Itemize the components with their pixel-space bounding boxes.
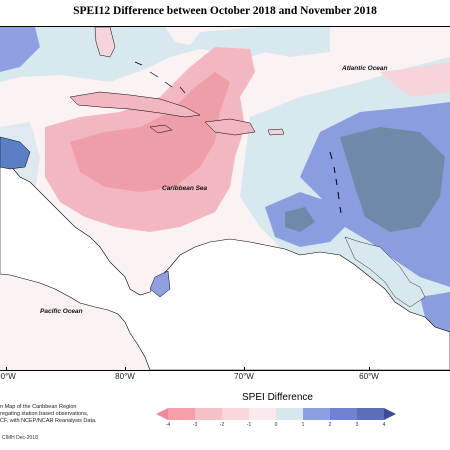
hispaniola-land	[204, 118, 256, 136]
info-line: CF, with NCEP/NCAR Reanalysis Data.	[0, 418, 97, 424]
puerto-rico-land	[267, 128, 285, 136]
legend-colorbar	[156, 408, 396, 420]
legend-arrow-left	[156, 408, 168, 420]
legend-title: SPEI Difference	[242, 392, 313, 403]
spei-zone-blue-north	[0, 27, 40, 72]
legend-swatch	[222, 408, 249, 420]
tick-80w	[125, 367, 126, 371]
legend-swatch	[357, 408, 384, 420]
pacific-ocean-label: Pacific Ocean	[40, 308, 83, 315]
legend-swatch	[195, 408, 222, 420]
bahamas-islands	[134, 61, 186, 94]
lon-label-60w: 60°W	[359, 372, 379, 381]
legend-tick: -3	[192, 422, 198, 428]
cuba-land	[69, 91, 201, 118]
legend-swatch	[249, 408, 276, 420]
legend-tick: -2	[219, 422, 225, 428]
legend-tick: -1	[246, 422, 252, 428]
info-line: n Map of the Caribbean Region	[0, 404, 77, 410]
info-line: regating station based observations,	[0, 411, 89, 417]
map-panel: Atlantic Ocean Caribbean Sea Pacific Oce…	[0, 26, 450, 371]
atlantic-ocean-label: Atlantic Ocean	[342, 65, 388, 72]
lesser-antilles	[329, 151, 342, 214]
trinidad-light	[344, 236, 426, 308]
yucatan-land	[0, 136, 31, 170]
legend-swatch	[168, 408, 195, 420]
legend-tick: 4	[382, 422, 386, 428]
lon-label-90w: 90°W	[0, 372, 16, 381]
info-text: n Map of the Caribbean Region regating s…	[0, 404, 97, 425]
credit-text: CIMH Dec-2018	[2, 435, 38, 441]
legend-arrow-right	[384, 408, 396, 420]
legend-swatch	[276, 408, 303, 420]
spei-zone-pink-inner	[70, 72, 230, 192]
tick-90w	[6, 367, 7, 371]
central-america-land	[0, 164, 450, 370]
tick-60w	[369, 367, 370, 371]
lon-label-80w: 80°W	[115, 372, 135, 381]
legend-swatch	[303, 408, 330, 420]
tick-70w	[244, 367, 245, 371]
legend-tick: -4	[165, 422, 171, 428]
legend-tick: 3	[355, 422, 359, 428]
spei-zone-slate-south	[285, 207, 315, 232]
map-title: SPEI12 Difference between October 2018 a…	[73, 5, 377, 17]
venezuela-coast-blue	[149, 270, 171, 298]
lon-label-70w: 70°W	[234, 372, 254, 381]
legend-tick: 1	[301, 422, 305, 428]
florida-land	[94, 27, 116, 58]
legend-swatch	[330, 408, 357, 420]
spei-map	[0, 27, 450, 370]
jamaica-land	[149, 124, 173, 134]
caribbean-sea-label: Caribbean Sea	[162, 185, 208, 192]
spei-zone-slate-atlantic	[340, 127, 445, 232]
spei-zone-pink-north	[380, 62, 450, 97]
spei-zone-light-blue-north	[0, 27, 330, 82]
legend-tick: 0	[274, 422, 278, 428]
legend-tick: 2	[328, 422, 332, 428]
